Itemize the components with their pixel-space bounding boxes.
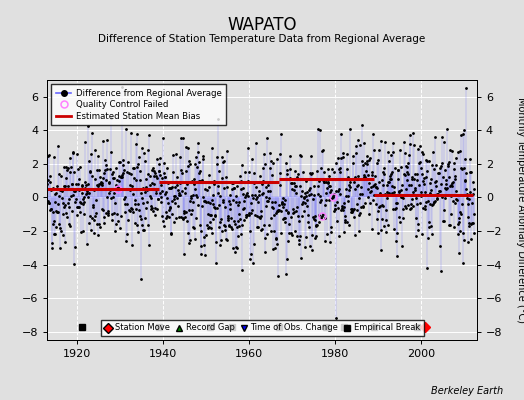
Legend: Station Move, Record Gap, Time of Obs. Change, Empirical Break: Station Move, Record Gap, Time of Obs. C… bbox=[101, 320, 423, 336]
Y-axis label: Monthly Temperature Anomaly Difference (°C): Monthly Temperature Anomaly Difference (… bbox=[516, 97, 524, 323]
Text: Difference of Station Temperature Data from Regional Average: Difference of Station Temperature Data f… bbox=[99, 34, 425, 44]
Text: WAPATO: WAPATO bbox=[227, 16, 297, 34]
Text: Berkeley Earth: Berkeley Earth bbox=[431, 386, 503, 396]
